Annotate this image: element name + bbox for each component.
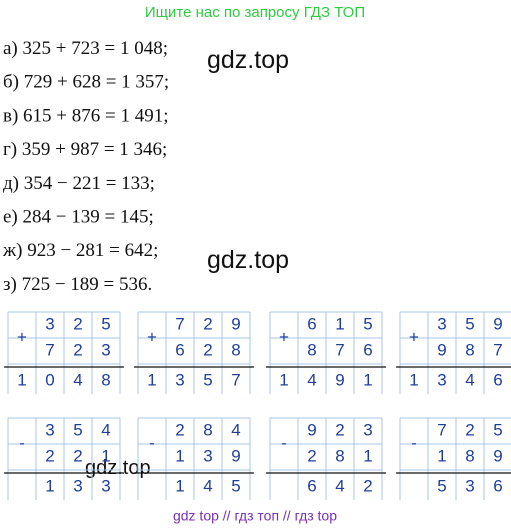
- digit: 3: [45, 420, 54, 439]
- digit: 8: [307, 340, 316, 359]
- sign: -: [149, 433, 155, 452]
- digit: 1: [279, 370, 288, 389]
- digit: 5: [231, 476, 240, 495]
- digit: 8: [335, 446, 344, 465]
- digit: 7: [437, 420, 446, 439]
- digit: 9: [437, 340, 446, 359]
- digit: 9: [493, 446, 502, 465]
- equation: д) 354 − 221 = 133;: [3, 173, 155, 194]
- digit: 3: [175, 370, 184, 389]
- digit: 4: [335, 476, 344, 495]
- equation: е) 284 − 139 = 145;: [3, 207, 154, 228]
- digit: 0: [45, 370, 54, 389]
- digit: 3: [45, 314, 54, 333]
- equation: з) 725 − 189 = 536.: [3, 274, 152, 295]
- digit: 3: [101, 340, 110, 359]
- digit: 5: [101, 314, 110, 333]
- digit: 9: [231, 314, 240, 333]
- digit: 8: [465, 340, 474, 359]
- digit: 1: [17, 370, 26, 389]
- watermark: gdz.top: [207, 46, 289, 74]
- digit: 4: [203, 476, 212, 495]
- digit: 1: [147, 370, 156, 389]
- digit: 2: [203, 314, 212, 333]
- digit: 2: [73, 314, 82, 333]
- watermark: gdz.top: [207, 246, 289, 274]
- digit: 4: [101, 420, 110, 439]
- digit: 8: [101, 370, 110, 389]
- digit: 1: [101, 446, 110, 465]
- digit: 1: [335, 314, 344, 333]
- digit: 2: [363, 476, 372, 495]
- digit: 2: [73, 446, 82, 465]
- digit: 6: [307, 314, 316, 333]
- digit: 1: [409, 370, 418, 389]
- digit: 6: [493, 476, 502, 495]
- digit: 4: [307, 370, 316, 389]
- digit: 1: [363, 446, 372, 465]
- digit: 5: [363, 314, 372, 333]
- digit: 4: [73, 370, 82, 389]
- digit: 5: [493, 420, 502, 439]
- digit: 9: [231, 446, 240, 465]
- equation: в) 615 + 876 = 1 491;: [3, 105, 169, 126]
- equation: а) 325 + 723 = 1 048;: [3, 38, 168, 59]
- digit: 3: [73, 476, 82, 495]
- digit: 5: [465, 314, 474, 333]
- digit: 6: [363, 340, 372, 359]
- digit: 1: [175, 476, 184, 495]
- digit: 1: [363, 370, 372, 389]
- digit: 3: [465, 476, 474, 495]
- digit: 5: [73, 420, 82, 439]
- digit: 7: [175, 314, 184, 333]
- digit: 1: [175, 446, 184, 465]
- sign: +: [409, 327, 419, 346]
- digit: 3: [101, 476, 110, 495]
- watermark: gdz.top: [85, 457, 151, 479]
- digit: 8: [231, 340, 240, 359]
- footer: gdz top // гдз топ // гдз top: [173, 508, 337, 524]
- sign: -: [281, 433, 287, 452]
- digit: 1: [45, 476, 54, 495]
- digit: 9: [307, 420, 316, 439]
- digit: 6: [175, 340, 184, 359]
- digit: 7: [493, 340, 502, 359]
- sign: -: [19, 433, 25, 452]
- digit: 7: [335, 340, 344, 359]
- digit: 3: [203, 446, 212, 465]
- digit: 1: [437, 446, 446, 465]
- digit: 4: [231, 420, 240, 439]
- digit: 2: [203, 340, 212, 359]
- header: Ищите нас по запросу ГДЗ ТОП: [145, 4, 365, 21]
- equation: ж) 923 − 281 = 642;: [2, 240, 158, 261]
- digit: 9: [493, 314, 502, 333]
- digit: 3: [363, 420, 372, 439]
- digit: 2: [335, 420, 344, 439]
- digit: 2: [307, 446, 316, 465]
- digit: 7: [45, 340, 54, 359]
- digit: 3: [437, 314, 446, 333]
- digit: 5: [437, 476, 446, 495]
- digit: 9: [335, 370, 344, 389]
- digit: 4: [465, 370, 474, 389]
- digit: 2: [45, 446, 54, 465]
- equation: б) 729 + 628 = 1 357;: [3, 72, 169, 93]
- digit: 5: [203, 370, 212, 389]
- digit: 8: [465, 446, 474, 465]
- digit: 2: [465, 420, 474, 439]
- digit: 6: [307, 476, 316, 495]
- sign: +: [279, 327, 289, 346]
- digit: 3: [437, 370, 446, 389]
- sign: +: [147, 327, 157, 346]
- digit: 2: [73, 340, 82, 359]
- digit: 7: [231, 370, 240, 389]
- sign: +: [17, 327, 27, 346]
- digit: 2: [175, 420, 184, 439]
- digit: 8: [203, 420, 212, 439]
- sign: -: [411, 433, 417, 452]
- equation: г) 359 + 987 = 1 346;: [3, 139, 167, 160]
- digit: 6: [493, 370, 502, 389]
